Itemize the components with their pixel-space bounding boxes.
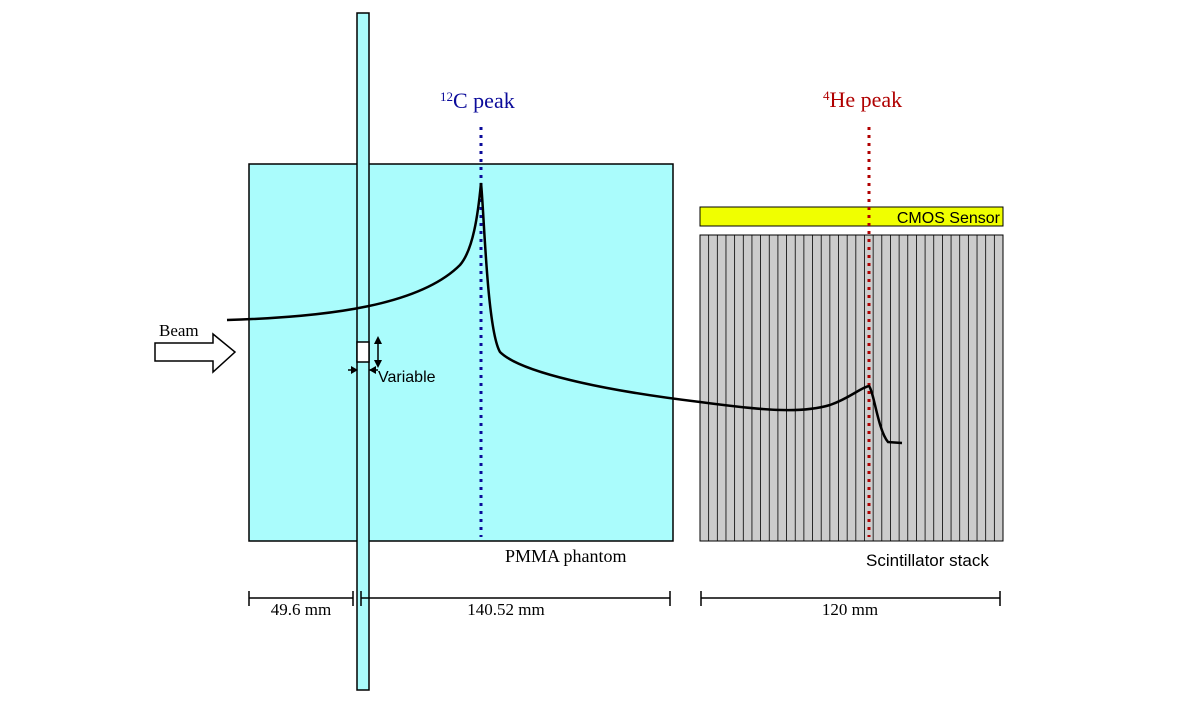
helium-mass-number: 4 xyxy=(823,88,830,103)
dimension-2-label: 140.52 mm xyxy=(467,600,544,619)
pmma-phantom-label: PMMA phantom xyxy=(505,546,627,566)
scintillator-layers xyxy=(708,235,995,541)
dimension-1-label: 49.6 mm xyxy=(271,600,331,619)
variable-label: Variable xyxy=(378,369,436,386)
carbon-peak-label: 12C peak xyxy=(440,88,515,113)
pmma-phantom xyxy=(248,163,674,542)
variable-width-arrow-left-head xyxy=(351,366,358,374)
scintillator-stack-label: Scintillator stack xyxy=(866,551,989,570)
variable-arrow-up-head xyxy=(374,336,382,344)
beam-label: Beam xyxy=(159,321,199,340)
variable-gap xyxy=(356,341,370,363)
scintillator-stack xyxy=(699,234,1004,542)
cmos-sensor-label: CMOS Sensor xyxy=(897,210,1001,227)
variable-arrow-down-head xyxy=(374,360,382,368)
helium-peak-text: He peak xyxy=(830,87,903,112)
dimension-2 xyxy=(360,591,671,606)
bragg-curve xyxy=(226,182,903,445)
beam-arrow xyxy=(154,332,237,374)
helium-peak-label: 4He peak xyxy=(823,87,902,112)
cmos-sensor xyxy=(699,206,1004,227)
carbon-peak-text: C peak xyxy=(453,88,515,113)
dimension-1 xyxy=(248,591,354,606)
variable-width-arrow-right-head xyxy=(369,366,376,374)
dimension-3-label: 120 mm xyxy=(822,600,878,619)
dimension-3 xyxy=(700,591,1001,606)
carbon-mass-number: 12 xyxy=(440,89,453,104)
